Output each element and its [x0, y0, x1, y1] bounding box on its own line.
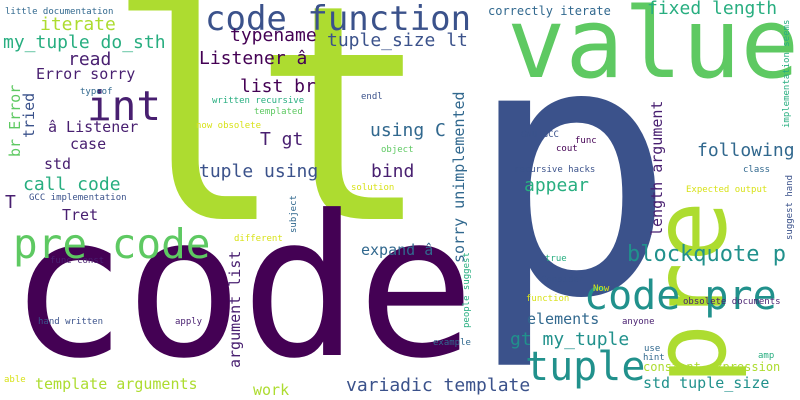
word-std: std	[44, 155, 72, 173]
word-value: value	[507, 0, 799, 100]
word-tuple: tuple	[525, 344, 646, 390]
word-p: p	[466, 0, 677, 375]
word-consider: Consider	[541, 275, 585, 285]
word-t-gt: T gt	[260, 129, 304, 150]
word-t: T	[5, 192, 16, 213]
word-fixed-length: fixed length	[647, 0, 778, 19]
word-cout: cout	[556, 144, 578, 154]
word-expand-a: expand â	[361, 241, 434, 259]
word-template-arguments: template arguments	[35, 375, 198, 393]
word-object: object	[381, 145, 414, 155]
word-argument-list: argument list	[226, 250, 244, 368]
word-hint: hint	[643, 353, 665, 363]
word-implementation-seems: implementation seems	[782, 19, 792, 128]
word-case: case	[70, 135, 107, 153]
word-true: true	[545, 254, 567, 264]
word-code: code	[9, 174, 475, 400]
word-correctly-iterate: correctly iterate	[488, 4, 611, 18]
word-subject: subject	[289, 195, 299, 233]
word-apply: apply	[175, 317, 203, 327]
word-following: following	[697, 140, 795, 161]
word-int: int	[87, 82, 162, 130]
word-recursive-hacks: recursive hacks	[514, 165, 596, 175]
word-func: func	[575, 136, 597, 146]
word-call-code: call code	[23, 174, 121, 195]
word-list-br: list br	[240, 76, 316, 97]
word-typeof: typeof	[80, 87, 113, 97]
word-anyone: anyone	[622, 317, 655, 327]
word-little-documentation: little documentation	[5, 7, 114, 17]
word-code-function: code function	[205, 0, 472, 39]
word-listener-a: Listener â	[199, 48, 308, 69]
word-lt: lt	[105, 0, 432, 290]
word-example: example	[433, 338, 471, 348]
word-use: use	[644, 344, 661, 354]
word-endl: endl	[361, 92, 383, 102]
word-my-tuple-do-sth: my_tuple do_sth	[3, 32, 166, 53]
word-pre-code: pre code	[13, 220, 211, 268]
word-tried: tried	[20, 92, 38, 138]
word-now-obsolete: now obsolete	[196, 121, 262, 131]
word-function: function	[526, 294, 570, 304]
word-variadic-template: variadic template	[346, 375, 531, 396]
word-code-pre: code pre	[584, 273, 777, 319]
word-expected-output: Expected output	[686, 185, 768, 195]
word-error-sorry: Error sorry	[36, 65, 136, 83]
word-gnu-gcc: GNU GCC	[521, 130, 559, 140]
word-solution: solution	[351, 183, 395, 193]
word-suggest-hand: suggest hand	[785, 174, 795, 240]
word-tuple-using: tuple using	[199, 161, 319, 182]
word-different: different	[234, 234, 283, 244]
word-gcc-implementation: GCC implementation	[29, 193, 127, 203]
word-written-recursive: written recursive	[212, 96, 305, 106]
word-length-argument: length argument	[648, 100, 666, 236]
word-blockquote-p: blockquote p	[627, 242, 786, 267]
word-tret: Tret	[62, 206, 99, 224]
word-hand-written: hand written	[38, 317, 104, 327]
word-std-tuple-size: std tuple_size	[643, 374, 770, 392]
word-sorry-unimplemented: sorry unimplemented	[450, 91, 468, 263]
word-constant-expression: constant expression	[643, 360, 781, 374]
word-tuple-size-lt: tuple_size lt	[327, 30, 468, 51]
word-class: class	[743, 165, 771, 175]
word-gt-my-tuple: gt my_tuple	[510, 329, 630, 350]
word-br-error: br Error	[6, 84, 24, 157]
word-typename: typename	[230, 25, 317, 46]
word-amp: amp	[758, 351, 775, 361]
word-now: Now	[593, 284, 610, 294]
word-templated: templated	[254, 107, 303, 117]
word-obsolete-documents: obsolete documents	[683, 297, 781, 307]
word-iterate: iterate	[40, 14, 116, 35]
word-able: able	[4, 375, 26, 385]
word-appear: appear	[524, 175, 590, 196]
word-people-suggest: people suggest	[462, 252, 472, 328]
word-work: work	[253, 381, 290, 399]
word-using-c: using C	[370, 120, 446, 141]
word-bind: bind	[371, 161, 415, 182]
word-func-const: func const	[50, 256, 105, 266]
word-elements: elements	[527, 310, 600, 328]
word-read: read	[68, 49, 112, 70]
word-a-listener: â Listener	[48, 118, 139, 136]
